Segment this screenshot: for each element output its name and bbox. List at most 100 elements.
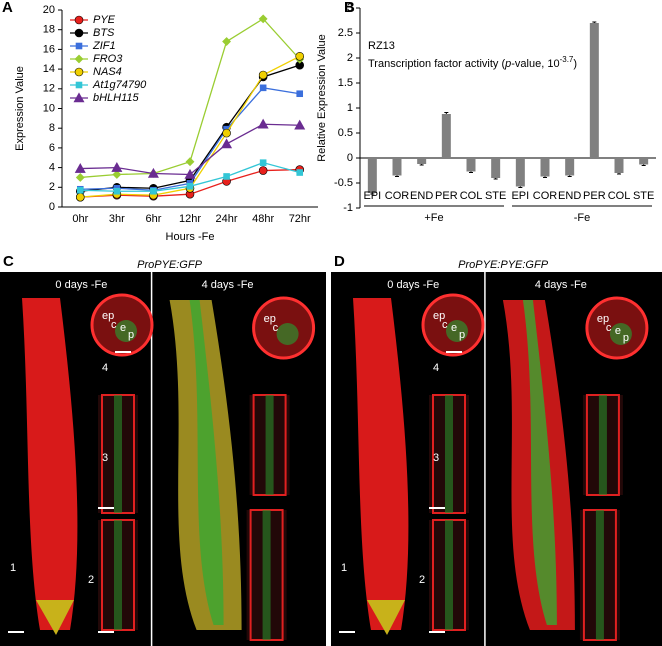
strip-gfp xyxy=(445,395,453,513)
x-tick-label: END xyxy=(558,190,581,202)
annotation-part: Transcription factor activity ( xyxy=(368,58,505,70)
point xyxy=(75,173,85,182)
error-bar xyxy=(419,164,424,166)
bar xyxy=(515,158,525,187)
y-tick-label: 20 xyxy=(43,4,55,16)
error-bar xyxy=(518,186,523,188)
legend-marker xyxy=(74,28,84,38)
y-tick-label: -0.5 xyxy=(334,177,353,189)
y-tick-label: 2.5 xyxy=(338,27,353,39)
error-bar xyxy=(617,173,621,175)
cell-label: ep xyxy=(597,313,609,325)
y-tick-label: 14 xyxy=(43,63,55,75)
root-core xyxy=(522,300,557,625)
strip-gfp xyxy=(114,395,122,513)
inset-number: 2 xyxy=(419,574,425,586)
cell-label: p xyxy=(623,332,629,344)
bar xyxy=(614,158,624,173)
caption: 4 days -Fe xyxy=(535,279,587,291)
x-tick-label: STE xyxy=(485,190,506,202)
cell-label: c xyxy=(442,319,448,331)
point xyxy=(186,183,194,190)
y-tick-label: -1 xyxy=(343,202,353,214)
y-label: Relative Expression Value xyxy=(316,34,328,162)
legend-label: BTS xyxy=(93,27,115,39)
point xyxy=(76,186,84,194)
legend-label: FRO3 xyxy=(93,53,123,65)
error-bar xyxy=(641,164,646,166)
legend-marker xyxy=(75,81,83,89)
y-tick-label: 8 xyxy=(49,122,55,134)
y-tick-label: 10 xyxy=(43,102,55,114)
error-bar xyxy=(469,171,473,173)
bar xyxy=(466,158,476,172)
point xyxy=(258,166,268,175)
y-tick-label: 1.5 xyxy=(338,77,353,89)
cell-label: e xyxy=(451,322,457,334)
y-tick-label: 1 xyxy=(347,102,353,114)
inset-number: 4 xyxy=(433,362,439,374)
bar xyxy=(392,158,402,176)
point xyxy=(113,187,121,195)
inset-number: 4 xyxy=(102,362,108,374)
inset-number: 1 xyxy=(341,562,347,574)
x-tick-label: COL xyxy=(608,190,631,202)
point xyxy=(74,162,86,173)
x-tick-label: END xyxy=(410,190,433,202)
group-label: +Fe xyxy=(424,212,443,224)
legend-label: At1g74790 xyxy=(92,79,147,91)
strip-gfp xyxy=(262,510,271,640)
legend-label: bHLH115 xyxy=(93,92,140,104)
error-bar xyxy=(543,176,547,178)
x-tick-label: PER xyxy=(583,190,606,202)
legend-label: ZIF1 xyxy=(92,40,116,52)
point xyxy=(295,51,305,61)
y-tick-label: 3 xyxy=(347,2,353,14)
bar xyxy=(639,158,649,165)
stele xyxy=(276,323,299,345)
y-label: Expression Value xyxy=(14,66,26,151)
stele xyxy=(115,320,137,342)
panel-label: A xyxy=(2,0,13,16)
y-tick-label: 0.5 xyxy=(338,127,353,139)
point xyxy=(147,167,159,178)
y-tick-label: 12 xyxy=(43,83,55,95)
legend-marker xyxy=(74,54,84,64)
point xyxy=(296,169,304,176)
root-core xyxy=(189,300,224,625)
error-bar xyxy=(370,193,375,195)
y-tick-label: 16 xyxy=(43,43,55,55)
stele xyxy=(609,323,632,345)
bar xyxy=(589,23,599,158)
cell-label: c xyxy=(606,322,612,334)
x-tick-label: 0hr xyxy=(72,213,88,225)
point xyxy=(259,159,267,166)
caption: 4 days -Fe xyxy=(202,279,254,291)
root xyxy=(22,298,78,630)
cell-label: ep xyxy=(264,313,276,325)
legend-marker xyxy=(73,92,85,103)
x-tick-label: PER xyxy=(435,190,458,202)
x-tick-label: EPI xyxy=(511,190,529,202)
point xyxy=(222,37,231,46)
strip-gfp xyxy=(265,395,274,495)
inset-number: 3 xyxy=(102,452,108,464)
cell-label: c xyxy=(273,322,279,334)
caption: 0 days -Fe xyxy=(387,279,439,291)
x-tick-label: EPI xyxy=(363,190,381,202)
error-bar xyxy=(567,175,572,177)
y-tick-label: 2 xyxy=(49,181,55,193)
x-tick-label: COL xyxy=(460,190,483,202)
point xyxy=(112,170,122,179)
bar xyxy=(441,114,451,158)
y-tick-label: 0 xyxy=(49,201,55,213)
bar xyxy=(565,158,575,176)
error-bar xyxy=(592,21,597,23)
point xyxy=(111,161,123,172)
x-tick-label: STE xyxy=(633,190,654,202)
point xyxy=(296,90,304,98)
annotation: RZ13 xyxy=(368,40,395,52)
strip-gfp xyxy=(595,510,604,640)
root xyxy=(353,298,409,630)
